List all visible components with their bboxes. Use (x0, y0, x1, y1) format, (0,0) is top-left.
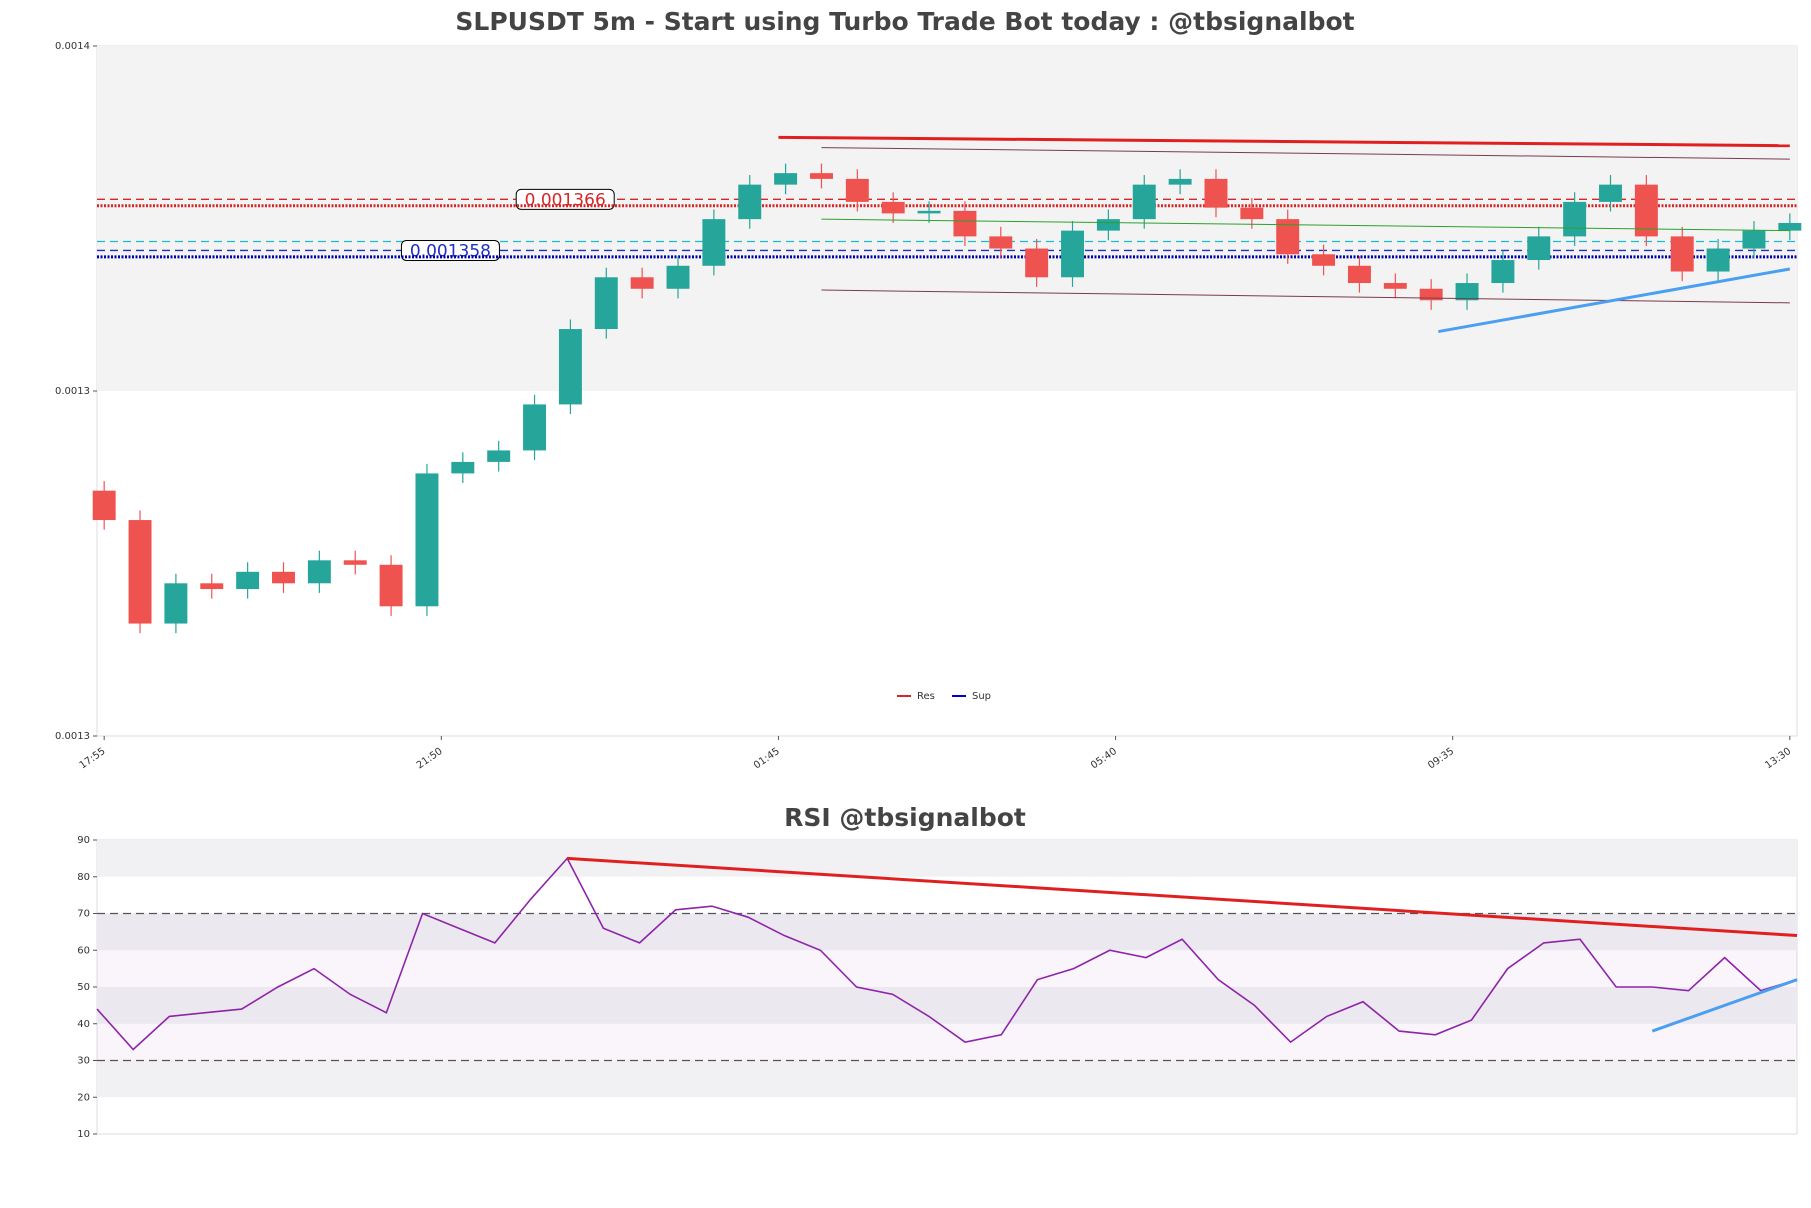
legend-label: Res (917, 691, 935, 702)
candle-body (1599, 184, 1622, 202)
candle-body (1527, 236, 1551, 261)
candle-body (1096, 219, 1120, 231)
candle-body (379, 564, 403, 607)
candle-body (200, 583, 224, 590)
candle-body (917, 210, 941, 214)
candle-body (845, 178, 869, 202)
candle-body (415, 473, 439, 607)
level-label: 0.001366 (525, 190, 606, 210)
candle-body (1347, 265, 1371, 284)
candle-body (1778, 222, 1802, 231)
rsi-title: RSI @tbsignalbot (784, 803, 1026, 832)
trend-line (821, 147, 1790, 160)
band (97, 913, 1797, 951)
candle-body (774, 173, 798, 185)
candle-body (666, 265, 690, 289)
rsi-line (96, 856, 1798, 1051)
x-tick-label: 21:50 (415, 746, 445, 772)
candle-body (1455, 283, 1479, 301)
candle-body (1061, 230, 1085, 278)
y-tick-label: 0.0013 (55, 386, 90, 397)
level-label-box (400, 239, 500, 261)
candle-body (881, 201, 905, 214)
trend-line (821, 289, 1790, 304)
candle-body (702, 219, 726, 266)
candle-body (451, 461, 475, 474)
y-tick-label: 0.0014 (55, 41, 90, 52)
level-label: 0.001358 (410, 241, 491, 261)
y-tick-label: 10 (77, 1129, 90, 1140)
level-label-box (515, 188, 615, 210)
candle-body (1276, 219, 1300, 255)
trend-line (1438, 267, 1791, 334)
candle-body (630, 277, 654, 289)
candle-body (1563, 201, 1587, 237)
trend-line (1651, 978, 1798, 1033)
candle-body (1419, 288, 1443, 301)
candle-body (1491, 260, 1515, 284)
band (97, 46, 1797, 391)
y-tick-label: 20 (77, 1092, 90, 1103)
y-tick-label: 90 (77, 835, 90, 846)
candle-body (92, 490, 116, 521)
candle-body (164, 583, 188, 624)
band (97, 840, 1797, 877)
candle-body (1634, 184, 1658, 237)
candle-body (343, 560, 367, 565)
candle-body (1240, 207, 1264, 220)
candle-body (1025, 248, 1049, 278)
y-tick-label: 60 (77, 945, 90, 956)
candle-body (128, 520, 152, 624)
chart-title: SLPUSDT 5m - Start using Turbo Trade Bot… (455, 7, 1354, 36)
legend-label: Sup (972, 691, 991, 702)
y-tick-label: 50 (77, 982, 90, 993)
candle-body (558, 329, 582, 405)
x-tick-label: 17:55 (78, 746, 108, 772)
y-tick-label: 40 (77, 1019, 90, 1030)
candle-body (523, 404, 547, 451)
x-tick-label: 09:35 (1426, 746, 1456, 772)
candle-body (1204, 178, 1228, 208)
candle-body (1742, 230, 1766, 249)
x-tick-label: 13:30 (1763, 746, 1793, 772)
candle-body (1670, 236, 1694, 272)
band (97, 1060, 1797, 1098)
candle-body (307, 560, 331, 584)
candle-body (1168, 178, 1192, 185)
trend-line (821, 218, 1790, 232)
y-tick-label: 70 (77, 909, 90, 920)
candle-body (272, 571, 295, 584)
candle-body (1706, 248, 1730, 272)
candle-body (236, 571, 260, 590)
y-tick-label: 0.0013 (55, 731, 90, 742)
y-tick-label: 30 (77, 1056, 90, 1067)
candle-body (809, 173, 833, 179)
candle-body (1312, 254, 1336, 266)
candle-body (738, 184, 762, 220)
candle-body (594, 277, 618, 330)
band (97, 987, 1797, 1024)
candle-body (989, 236, 1013, 249)
candle-body (1383, 283, 1407, 289)
candle-body (1132, 184, 1156, 220)
y-tick-label: 80 (77, 872, 90, 883)
trend-line (567, 856, 1798, 938)
trend-line (778, 135, 1790, 148)
candle-body (953, 210, 977, 237)
candle-body (487, 450, 511, 462)
zone (97, 913, 1797, 1061)
x-tick-label: 05:40 (1089, 746, 1119, 772)
x-tick-label: 01:45 (752, 746, 782, 772)
